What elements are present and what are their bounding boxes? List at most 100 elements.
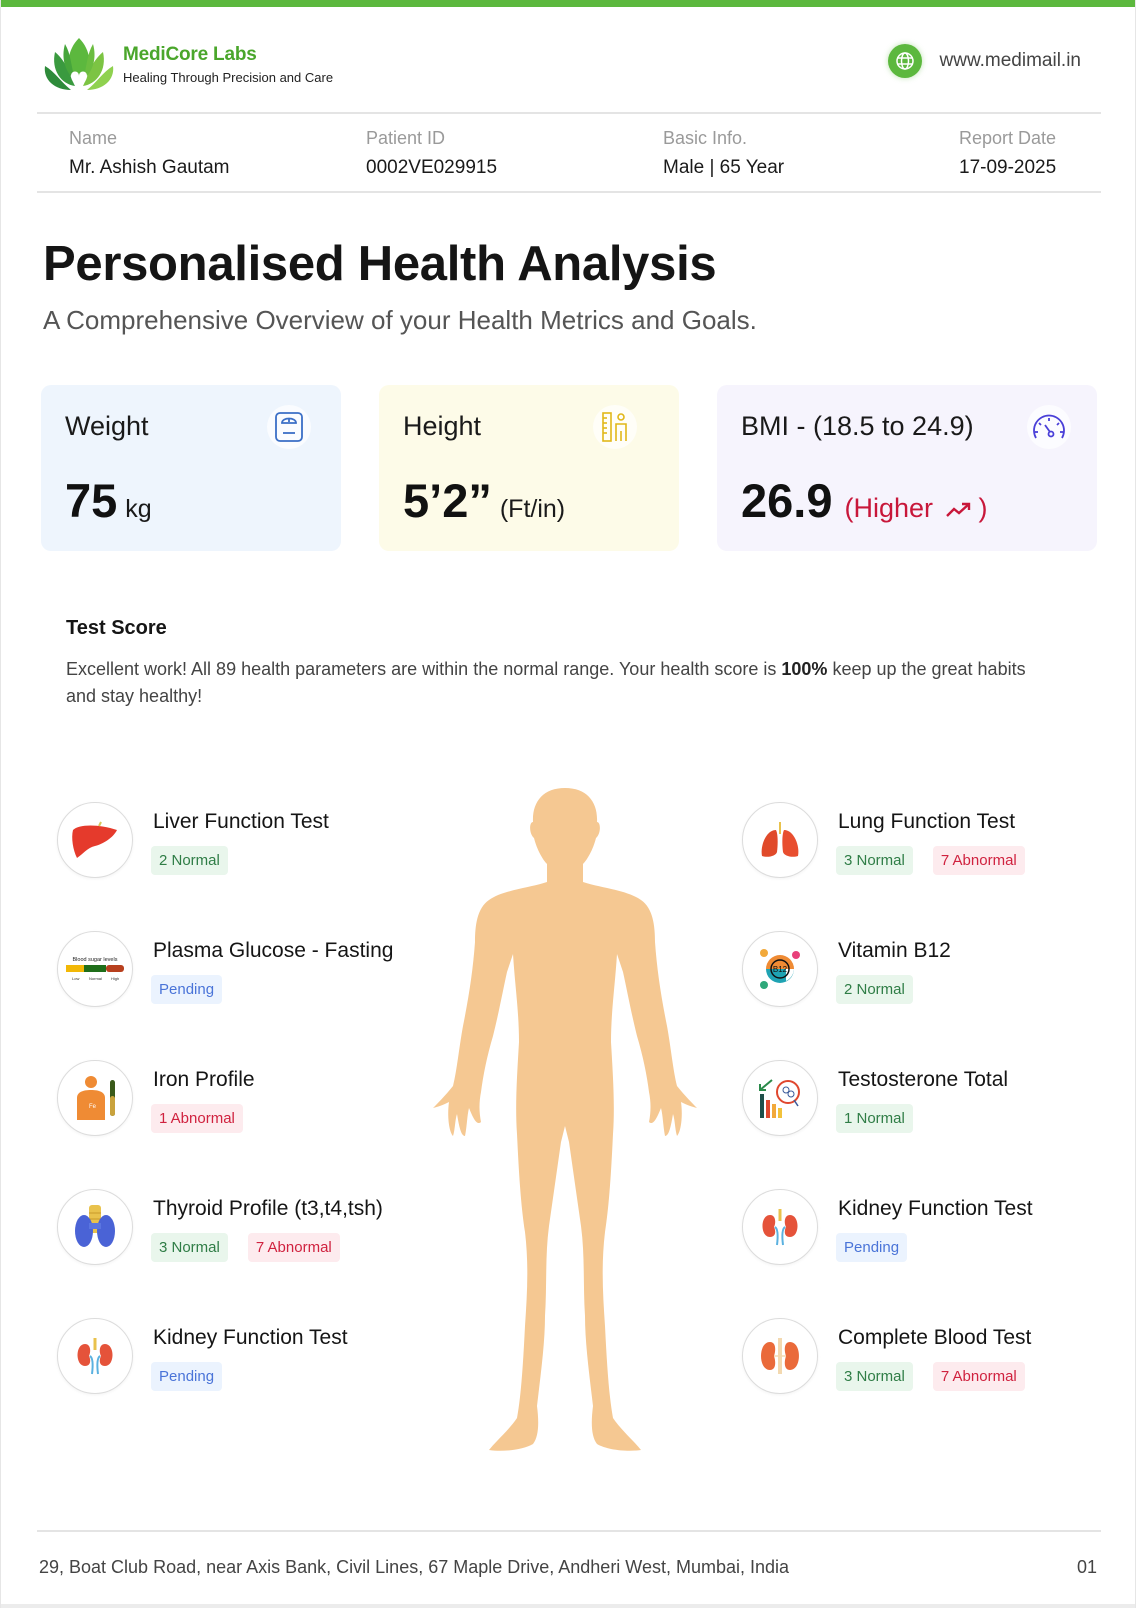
footer-divider: [37, 1530, 1101, 1532]
vitamin-b12-icon: B12: [742, 931, 818, 1007]
badge-group: 3 Normal 7 Abnormal: [836, 1362, 1025, 1391]
abnormal-badge: 7 Abnormal: [932, 1362, 1025, 1391]
svg-text:Low: Low: [72, 976, 79, 981]
test-name: Complete Blood Test: [838, 1326, 1032, 1349]
weight-label: Weight: [65, 411, 149, 441]
svg-text:Blood sugar levels: Blood sugar levels: [73, 957, 118, 963]
speedometer-icon: [1027, 405, 1071, 449]
test-name: Vitamin B12: [838, 939, 951, 962]
page-title: Personalised Health Analysis: [43, 237, 717, 291]
patient-name-field: Name Mr. Ashish Gautam: [69, 128, 230, 179]
test-item-kidney-function[interactable]: Kidney Function Test Pending: [57, 1316, 417, 1406]
bmi-card: BMI - (18.5 to 24.9) 26.9 (Higher ): [717, 385, 1097, 551]
svg-text:Fe: Fe: [89, 1104, 97, 1110]
divider: [37, 112, 1101, 114]
iron-profile-icon: Fe: [57, 1060, 133, 1136]
pending-badge: Pending: [151, 975, 223, 1004]
svg-text:Normal: Normal: [89, 976, 102, 981]
website-url[interactable]: www.medimail.in: [939, 50, 1081, 71]
normal-badge: 3 Normal: [836, 1362, 913, 1391]
test-item-thyroid-profile[interactable]: Thyroid Profile (t3,t4,tsh) 3 Normal 7 A…: [57, 1187, 417, 1277]
weight-card: Weight 75 kg: [41, 385, 341, 551]
brand: MediCore Labs Healing Through Precision …: [41, 36, 333, 92]
badge-group: Pending: [836, 1233, 908, 1262]
badge-group: 3 Normal 7 Abnormal: [836, 846, 1025, 875]
abnormal-badge: 7 Abnormal: [932, 846, 1025, 875]
badge-group: 1 Abnormal: [151, 1104, 243, 1133]
score-text-after: keep up the great habits and stay health…: [66, 659, 1026, 706]
test-name: Kidney Function Test: [153, 1326, 348, 1349]
bmi-status: (Higher ): [844, 493, 987, 523]
weighing-scale-icon: [267, 405, 311, 449]
kidney-blood-icon: [742, 1318, 818, 1394]
test-item-testosterone-total[interactable]: Testosterone Total 1 Normal: [742, 1058, 1102, 1148]
test-name: Plasma Glucose - Fasting: [153, 939, 394, 962]
test-name: Lung Function Test: [838, 810, 1016, 833]
kidney-icon: [57, 1318, 133, 1394]
badge-group: Pending: [151, 1362, 223, 1391]
test-score-title: Test Score: [66, 617, 167, 639]
weight-number: 75: [65, 474, 118, 527]
normal-badge: 3 Normal: [151, 1233, 228, 1262]
svg-text:B12: B12: [773, 965, 788, 974]
height-unit: (Ft/in): [499, 495, 566, 523]
basic-info-value: Male | 65 Year: [663, 157, 785, 178]
basic-info-field: Basic Info. Male | 65 Year: [663, 128, 784, 179]
trend-up-icon: [945, 502, 970, 517]
height-card: Height 5’2” (Ft/in): [379, 385, 679, 551]
thyroid-icon: [57, 1189, 133, 1265]
weight-value: 75 kg: [65, 473, 152, 528]
height-ruler-icon: [593, 405, 637, 449]
bmi-label: BMI - (18.5 to 24.9): [741, 411, 974, 441]
blood-sugar-levels-icon: Blood sugar levels Low Normal High: [57, 931, 133, 1007]
page-number: 01: [1076, 1557, 1097, 1577]
report-date-value: 17-09-2025: [959, 157, 1057, 178]
test-item-liver-function[interactable]: Liver Function Test 2 Normal: [57, 800, 417, 890]
normal-badge: 2 Normal: [836, 975, 913, 1004]
test-item-iron-profile[interactable]: Fe Iron Profile 1 Abnormal: [57, 1058, 417, 1148]
bmi-number: 26.9: [741, 474, 833, 527]
normal-badge: 3 Normal: [836, 846, 913, 875]
globe-icon: [887, 44, 922, 78]
test-item-plasma-glucose[interactable]: Blood sugar levels Low Normal High Plasm…: [57, 929, 417, 1019]
test-item-complete-blood[interactable]: Complete Blood Test 3 Normal 7 Abnormal: [742, 1316, 1102, 1406]
height-label: Height: [403, 411, 482, 441]
test-item-kidney-function-right[interactable]: Kidney Function Test Pending: [742, 1187, 1102, 1277]
human-body-silhouette-icon: [433, 788, 697, 1451]
badge-group: 2 Normal: [836, 975, 913, 1004]
test-item-vitamin-b12[interactable]: B12 Vitamin B12 2 Normal: [742, 929, 1102, 1019]
lungs-icon: [742, 802, 818, 878]
test-name: Testosterone Total: [838, 1068, 1009, 1091]
bmi-value: 26.9 (Higher ): [741, 473, 988, 528]
brand-name: MediCore Labs: [123, 43, 257, 65]
patient-id-field: Patient ID 0002VE029915: [366, 128, 497, 179]
pending-badge: Pending: [151, 1362, 223, 1391]
patient-name-value: Mr. Ashish Gautam: [69, 157, 230, 178]
report-date-field: Report Date 17-09-2025: [959, 128, 1056, 179]
patient-name-label: Name: [69, 128, 118, 148]
height-value: 5’2” (Ft/in): [403, 473, 565, 528]
abnormal-badge: 1 Abnormal: [151, 1104, 243, 1133]
badge-group: 1 Normal: [836, 1104, 913, 1133]
page-subtitle: A Comprehensive Overview of your Health …: [43, 305, 757, 335]
score-text-before: Excellent work! All 89 health parameters…: [66, 659, 782, 679]
lotus-logo-icon: [44, 38, 114, 90]
kidney-icon: [742, 1189, 818, 1265]
normal-badge: 2 Normal: [151, 846, 228, 875]
pending-badge: Pending: [836, 1233, 908, 1262]
basic-info-label: Basic Info.: [663, 128, 748, 148]
bottom-bar: [1, 1604, 1135, 1608]
liver-icon: [57, 802, 133, 878]
testosterone-icon: [742, 1060, 818, 1136]
health-score-value: 100%: [781, 659, 828, 679]
patient-info: Name Mr. Ashish Gautam Patient ID 0002VE…: [69, 128, 1069, 182]
svg-text:High: High: [111, 976, 119, 981]
website-link[interactable]: www.medimail.in: [887, 44, 1081, 78]
bmi-status-close: ): [978, 493, 988, 523]
footer-address: 29, Boat Club Road, near Axis Bank, Civi…: [39, 1557, 790, 1577]
divider: [37, 191, 1101, 193]
test-item-lung-function[interactable]: Lung Function Test 3 Normal 7 Abnormal: [742, 800, 1102, 890]
bmi-status-text: (Higher: [844, 493, 934, 523]
patient-id-label: Patient ID: [366, 128, 446, 148]
